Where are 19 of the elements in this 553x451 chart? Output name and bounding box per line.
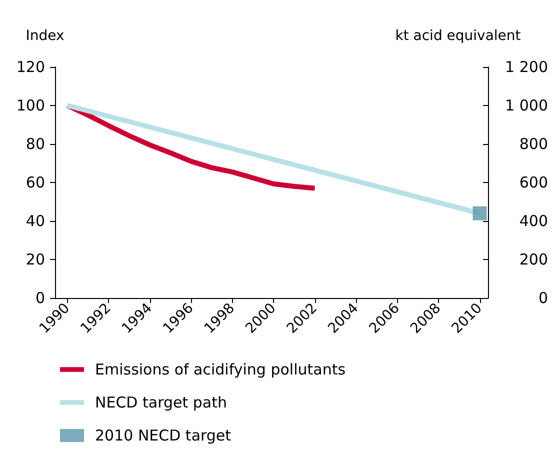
y2-tick-label: 0 xyxy=(538,289,548,307)
y2-tick-label: 400 xyxy=(519,212,548,230)
y-tick-label: 20 xyxy=(26,250,45,268)
y-tick-label: 80 xyxy=(26,135,45,153)
y-tick-label: 100 xyxy=(16,96,45,114)
y2-tick-label: 1 200 xyxy=(505,58,548,76)
legend-label: Emissions of acidifying pollutants xyxy=(95,360,346,378)
y-tick-label: 40 xyxy=(26,212,45,230)
y2-tick-label: 800 xyxy=(519,135,548,153)
legend-label: 2010 NECD target xyxy=(95,426,232,444)
y-axis-title: Index xyxy=(26,28,64,44)
y-tick-label: 120 xyxy=(16,58,45,76)
y2-tick-label: 200 xyxy=(519,250,548,268)
y2-tick-label: 1 000 xyxy=(505,96,548,114)
y-tick-label: 60 xyxy=(26,174,45,192)
y2-tick-label: 600 xyxy=(519,174,548,192)
y2-axis-title: kt acid equivalent xyxy=(395,28,522,44)
legend-label: NECD target path xyxy=(95,394,227,412)
y-tick-label: 0 xyxy=(35,289,45,307)
